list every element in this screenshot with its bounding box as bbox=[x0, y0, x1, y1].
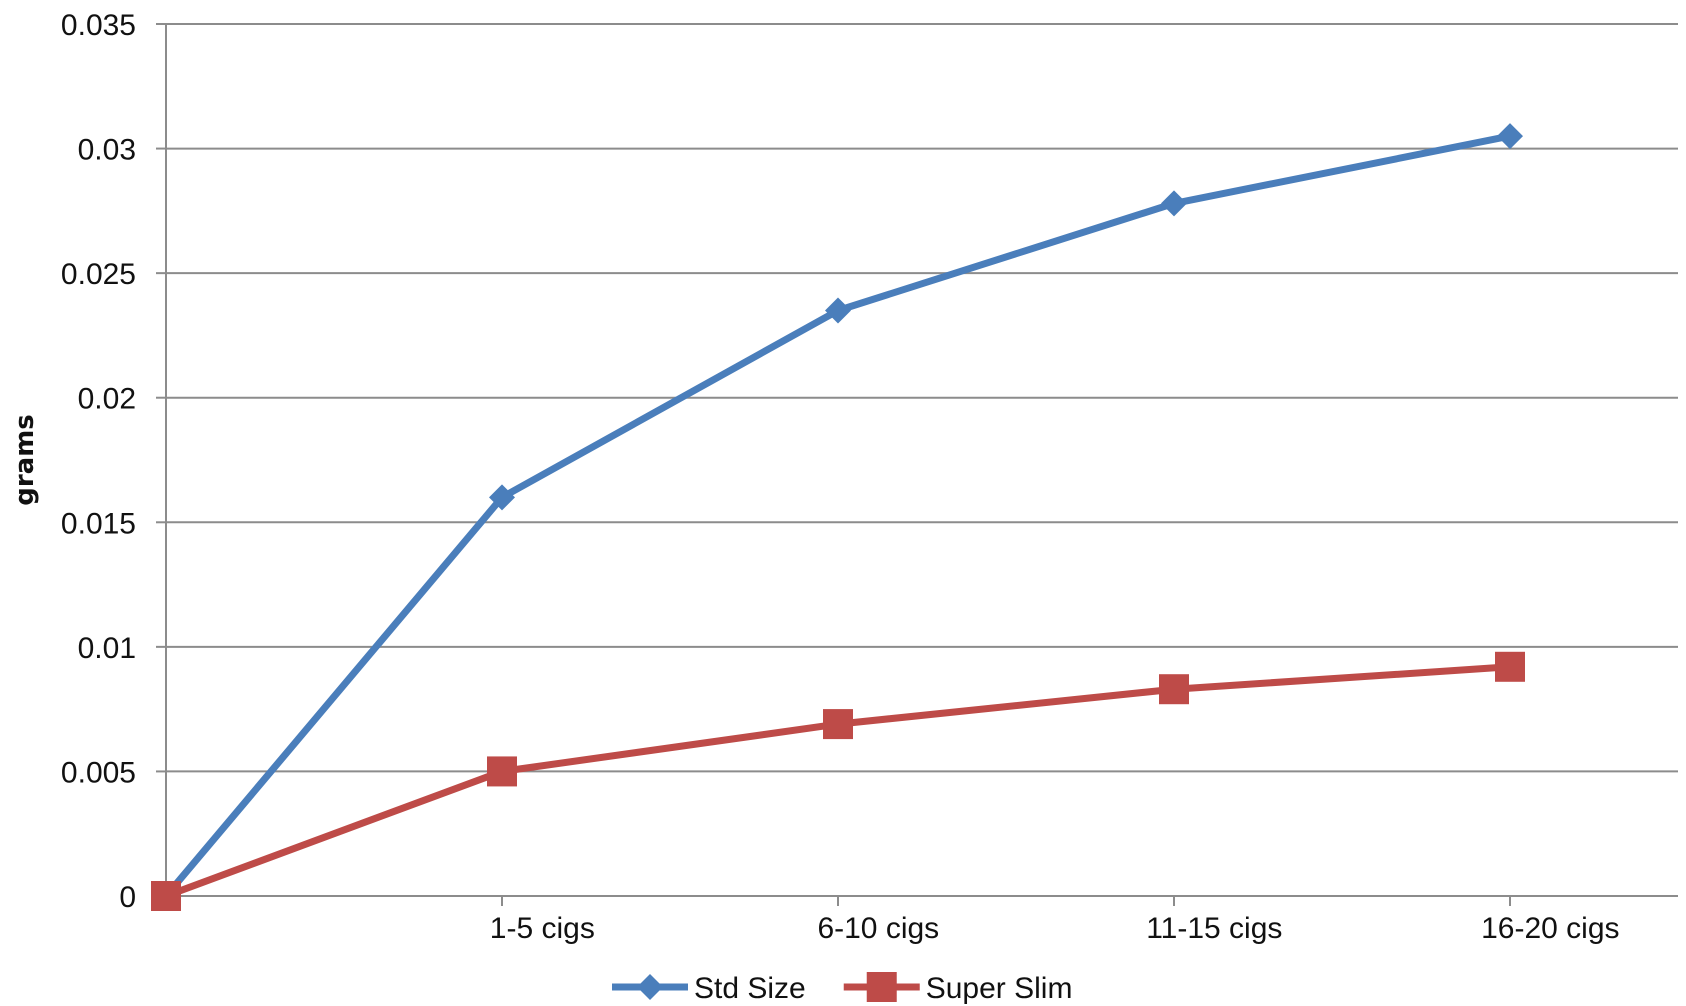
data-point-diamond bbox=[1161, 190, 1187, 217]
data-point-diamond bbox=[825, 297, 851, 324]
legend-marker-square bbox=[866, 972, 897, 1002]
x-tick-label: 1-5 cigs bbox=[490, 912, 595, 945]
data-point-diamond bbox=[1497, 123, 1523, 150]
legend-label: Std Size bbox=[694, 972, 806, 1005]
y-tick-label: 0.025 bbox=[61, 258, 136, 291]
legend-item: Std Size bbox=[612, 972, 806, 1005]
data-point-square bbox=[487, 756, 517, 787]
data-point-square bbox=[823, 709, 853, 740]
series-std-size bbox=[153, 123, 1523, 909]
x-tick-labels: 1-5 cigs 6-10 cigs 11-15 cigs 16-20 cigs bbox=[490, 912, 1620, 945]
y-tick-label: 0.02 bbox=[78, 383, 136, 416]
x-tick-label: 6-10 cigs bbox=[817, 912, 939, 945]
data-point-square bbox=[151, 881, 181, 911]
y-tick-label: 0.035 bbox=[61, 9, 136, 42]
data-point-diamond bbox=[489, 484, 515, 511]
y-axis-title: grams bbox=[10, 414, 40, 506]
y-tick-label: 0.015 bbox=[61, 507, 136, 540]
legend-label: Super Slim bbox=[926, 972, 1073, 1005]
legend-item: Super Slim bbox=[843, 972, 1073, 1005]
series-line bbox=[164, 663, 1511, 900]
y-tick-label: 0.01 bbox=[78, 632, 136, 665]
series bbox=[151, 123, 1525, 911]
y-tick-label: 0.005 bbox=[61, 756, 136, 789]
data-point-square bbox=[1495, 651, 1525, 682]
y-tick-label: 0 bbox=[119, 881, 136, 914]
gridlines bbox=[166, 23, 1678, 773]
y-tick-labels: 0 0.005 0.01 0.015 0.02 0.025 0.03 0.035 bbox=[61, 9, 136, 914]
series-super-slim bbox=[151, 651, 1525, 911]
series-line bbox=[163, 132, 1511, 899]
y-tick-label: 0.03 bbox=[78, 134, 136, 167]
data-point-square bbox=[1159, 674, 1189, 705]
legend-marker-diamond bbox=[637, 974, 663, 1000]
axes bbox=[156, 23, 1678, 906]
x-tick-label: 16-20 cigs bbox=[1481, 912, 1619, 945]
x-tick-label: 11-15 cigs bbox=[1146, 912, 1282, 945]
legend: Std Size Super Slim bbox=[612, 972, 1072, 1005]
